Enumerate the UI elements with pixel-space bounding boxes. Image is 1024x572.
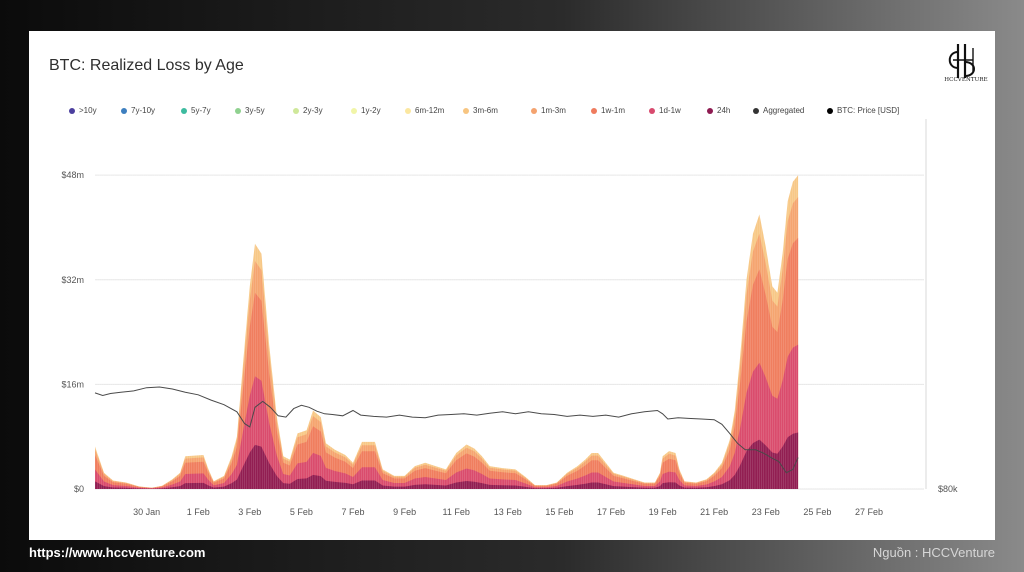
x-tick-label: 3 Feb [238, 507, 261, 517]
area-1w-1m [95, 237, 799, 489]
legend-swatch [753, 107, 759, 114]
x-tick-label: 27 Feb [855, 507, 883, 517]
chart-legend: >10y 7y-10y 5y-7y 3y-5y 2y-3y 1y-2y 6m-12m 3m-6… [69, 106, 969, 120]
legend-item[interactable]: 6m-12m [405, 106, 444, 115]
website-url[interactable]: https://www.hccventure.com [29, 545, 206, 560]
legend-swatch [181, 107, 187, 114]
legend-item[interactable]: 1m-3m [531, 106, 566, 115]
y2-tick-label: $80k [938, 484, 958, 494]
x-tick-label: 30 Jan [133, 507, 160, 517]
legend-item[interactable]: Aggregated [753, 106, 804, 115]
legend-swatch [827, 107, 833, 114]
bar-texture [94, 149, 923, 489]
chart-title: BTC: Realized Loss by Age [49, 57, 244, 74]
x-tick-label: 5 Feb [290, 507, 313, 517]
chart-card: BTC: Realized Loss by Age HCCVENTURE >10… [29, 31, 995, 540]
y-tick-label: $0 [74, 484, 84, 494]
legend-swatch [405, 107, 411, 114]
y-tick-label: $48m [61, 170, 84, 180]
x-tick-label: 13 Feb [494, 507, 522, 517]
legend-label: 1w-1m [601, 106, 626, 115]
legend-swatch [707, 107, 713, 114]
legend-swatch [69, 107, 75, 114]
legend-swatch [293, 107, 299, 114]
legend-item[interactable]: >10y [69, 106, 97, 115]
x-tick-label: 15 Feb [545, 507, 573, 517]
legend-item[interactable]: 1y-2y [351, 106, 381, 115]
legend-item[interactable]: 3y-5y [235, 106, 265, 115]
x-tick-label: 23 Feb [752, 507, 780, 517]
x-tick-label: 25 Feb [803, 507, 831, 517]
legend-label: 2y-3y [303, 106, 323, 115]
x-tick-label: 17 Feb [597, 507, 625, 517]
source-credit: Nguồn : HCCVenture [872, 545, 995, 560]
legend-label: 24h [717, 106, 731, 115]
legend-label: 5y-7y [191, 106, 211, 115]
legend-swatch [649, 107, 655, 114]
legend-swatch [235, 107, 241, 114]
x-tick-label: 21 Feb [700, 507, 728, 517]
legend-item[interactable]: 1d-1w [649, 106, 681, 115]
legend-item[interactable]: BTC: Price [USD] [827, 106, 899, 115]
legend-label: BTC: Price [USD] [837, 106, 900, 115]
legend-label: 3y-5y [245, 106, 265, 115]
area-24h [95, 432, 799, 489]
legend-item[interactable]: 2y-3y [293, 106, 323, 115]
legend-label: 3m-6m [473, 106, 498, 115]
chart-plot: $0 $16m $32m $48m $80k 30 Jan 1 Feb 3 Feb 5 Feb 7… [61, 119, 958, 517]
legend-label: Aggregated [763, 106, 805, 115]
legend-item[interactable]: 3m-6m [463, 106, 498, 115]
hccventure-logo [948, 44, 975, 78]
legend-label: 1y-2y [361, 106, 381, 115]
x-tick-label: 1 Feb [187, 507, 210, 517]
x-tick-label: 9 Feb [393, 507, 416, 517]
legend-label: 7y-10y [131, 106, 156, 115]
legend-label: >10y [79, 106, 97, 115]
legend-swatch [121, 107, 127, 114]
legend-item[interactable]: 24h [707, 106, 730, 115]
legend-swatch [531, 107, 537, 114]
y-tick-label: $16m [61, 379, 84, 389]
x-tick-label: 11 Feb [443, 507, 470, 517]
x-tick-label: 19 Feb [649, 507, 677, 517]
btc-price-line [94, 386, 799, 474]
legend-swatch [591, 107, 597, 114]
legend-label: 1m-3m [541, 106, 566, 115]
legend-item[interactable]: 1w-1m [591, 106, 625, 115]
y-tick-label: $32m [61, 275, 84, 285]
legend-swatch [351, 107, 357, 114]
logo-wordmark: HCCVENTURE [944, 77, 988, 83]
legend-item[interactable]: 7y-10y [121, 106, 155, 115]
x-tick-label: 7 Feb [341, 507, 364, 517]
legend-label: 6m-12m [415, 106, 445, 115]
area-1d-1w [95, 344, 799, 489]
legend-item[interactable]: 5y-7y [181, 106, 211, 115]
legend-label: 1d-1w [659, 106, 681, 115]
legend-swatch [463, 107, 469, 114]
